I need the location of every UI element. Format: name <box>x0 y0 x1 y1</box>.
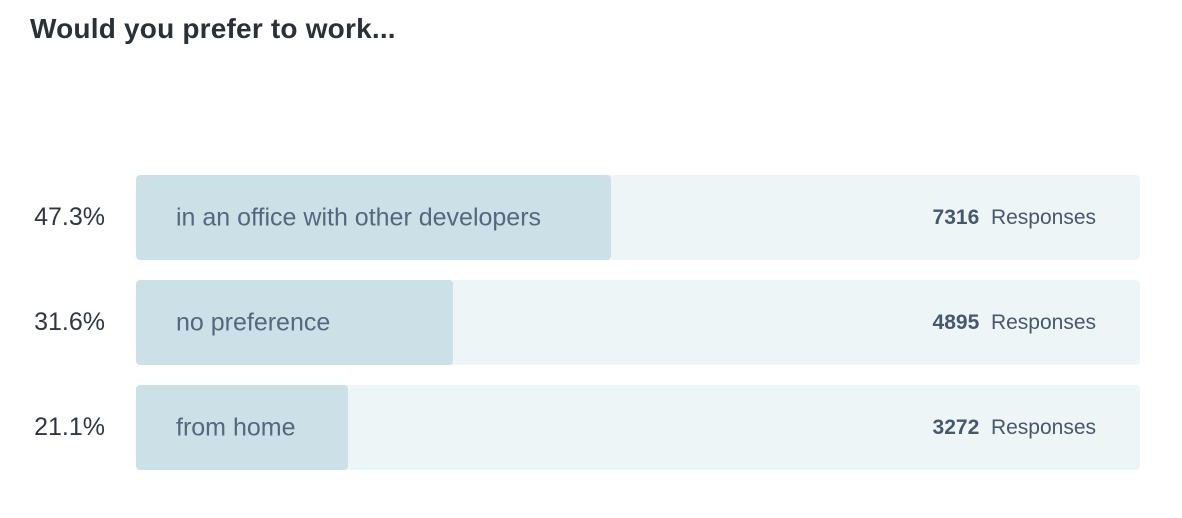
bar-fill <box>136 175 611 260</box>
responses-label: 4895 Responses <box>933 311 1096 335</box>
responses-word: Responses <box>990 310 1096 334</box>
chart-title: Would you prefer to work... <box>30 13 396 44</box>
responses-count: 7316 <box>932 205 986 229</box>
percent-label: 31.6% <box>34 308 105 336</box>
responses-count: 3272 <box>932 415 986 439</box>
responses-count: 4895 <box>932 310 986 334</box>
bar-row-from-home: 21.1% from home 3272 Responses <box>0 385 1140 470</box>
answer-label: no preference <box>176 308 331 336</box>
responses-word: Responses <box>990 415 1096 439</box>
answer-label: in an office with other developers <box>176 203 542 231</box>
bar-row-no-preference: 31.6% no preference 4895 Responses <box>0 280 1140 365</box>
responses-label: 7316 Responses <box>933 206 1096 230</box>
bar-track: from home 3272 Responses <box>136 385 1140 470</box>
bar-track: in an office with other developers 7316 … <box>136 175 1140 260</box>
bar-track: no preference 4895 Responses <box>136 280 1140 365</box>
responses-label: 3272 Responses <box>933 416 1096 440</box>
bar-row-office: 47.3% in an office with other developers… <box>0 175 1140 260</box>
answer-label: from home <box>176 413 296 441</box>
bar-fill <box>136 280 454 365</box>
bar-chart: 47.3% in an office with other developers… <box>0 175 1140 470</box>
responses-word: Responses <box>990 205 1096 229</box>
bar-fill <box>136 385 348 470</box>
percent-label: 47.3% <box>34 203 105 231</box>
percent-label: 21.1% <box>34 413 105 441</box>
